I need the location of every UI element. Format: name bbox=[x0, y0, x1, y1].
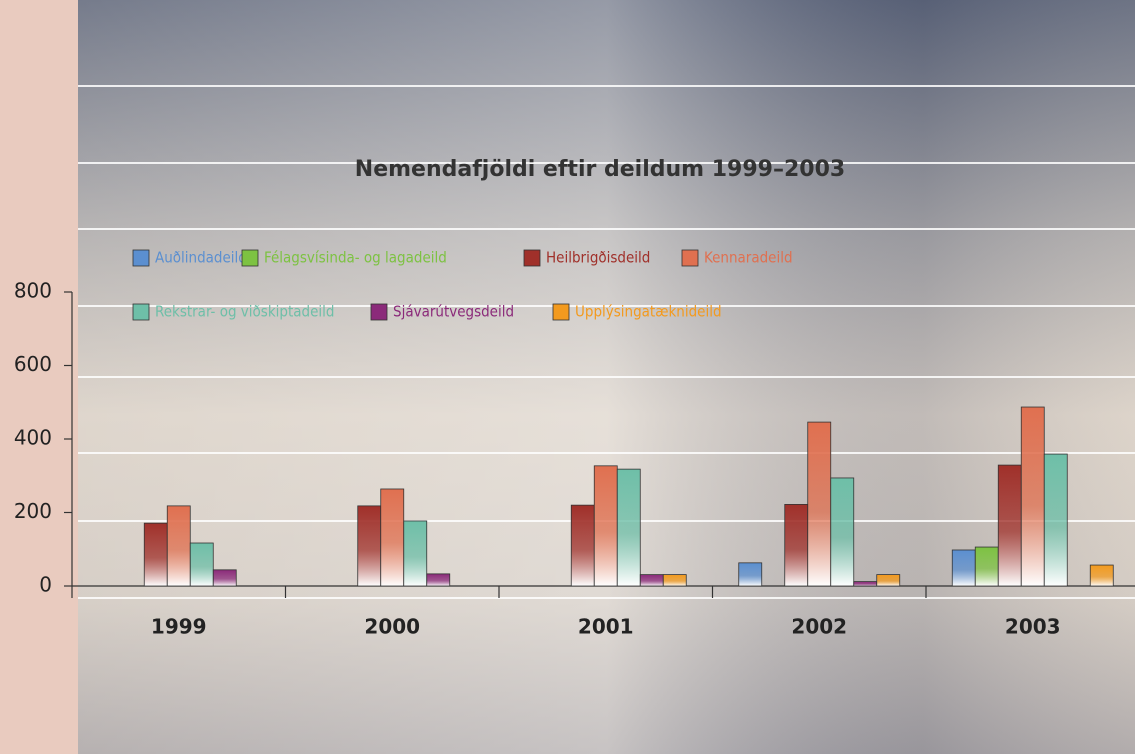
legend-swatch bbox=[552, 303, 570, 321]
legend-swatch bbox=[681, 249, 699, 267]
legend-swatch bbox=[523, 249, 541, 267]
legend-label: Sjávarútvegsdeild bbox=[393, 303, 514, 321]
y-tick-label: 600 bbox=[14, 352, 52, 376]
y-tick-label: 400 bbox=[14, 426, 52, 450]
bar bbox=[997, 464, 1022, 587]
bar bbox=[426, 573, 451, 587]
bar bbox=[1043, 453, 1068, 587]
bar bbox=[807, 421, 832, 587]
legend-swatch bbox=[370, 303, 388, 321]
bar bbox=[1089, 564, 1114, 587]
legend-swatch bbox=[241, 249, 259, 267]
legend-label: Auðlindadeild bbox=[155, 249, 247, 267]
y-tick-label: 800 bbox=[14, 279, 52, 303]
bar bbox=[639, 574, 664, 587]
bar bbox=[951, 549, 976, 587]
bar bbox=[570, 504, 595, 587]
bar bbox=[380, 488, 405, 587]
legend-label: Félagsvísinda- og lagadeild bbox=[264, 249, 447, 267]
bar bbox=[143, 522, 168, 587]
legend-label: Kennaradeild bbox=[704, 249, 793, 267]
bar bbox=[357, 505, 382, 587]
bar bbox=[616, 468, 641, 587]
bar bbox=[403, 520, 428, 587]
legend-label: Rekstrar- og viðskiptadeild bbox=[155, 303, 334, 321]
x-tick-label: 2001 bbox=[578, 615, 634, 639]
bar bbox=[876, 574, 901, 587]
legend-label: Upplýsingatæknideild bbox=[575, 303, 722, 321]
x-tick-label: 1999 bbox=[151, 615, 207, 639]
bar bbox=[830, 477, 855, 587]
bar bbox=[212, 569, 237, 587]
bar bbox=[738, 562, 763, 587]
legend-swatch bbox=[132, 303, 150, 321]
bar bbox=[189, 542, 214, 587]
x-tick-label: 2003 bbox=[1005, 615, 1061, 639]
x-tick-label: 2002 bbox=[791, 615, 847, 639]
bar bbox=[1020, 406, 1045, 587]
bar bbox=[853, 581, 878, 587]
bar bbox=[166, 505, 191, 587]
legend-label: Heilbrigðisdeild bbox=[546, 249, 650, 267]
y-tick-label: 0 bbox=[39, 573, 52, 597]
decorative-lines bbox=[78, 85, 1135, 599]
bar bbox=[662, 574, 687, 587]
y-tick-label: 200 bbox=[14, 499, 52, 523]
chart-title: Nemendafjöldi eftir deildum 1999–2003 bbox=[355, 157, 845, 182]
bar bbox=[593, 465, 618, 587]
bar bbox=[974, 546, 999, 587]
x-tick-label: 2000 bbox=[364, 615, 420, 639]
bar bbox=[784, 504, 809, 587]
legend-swatch bbox=[132, 249, 150, 267]
